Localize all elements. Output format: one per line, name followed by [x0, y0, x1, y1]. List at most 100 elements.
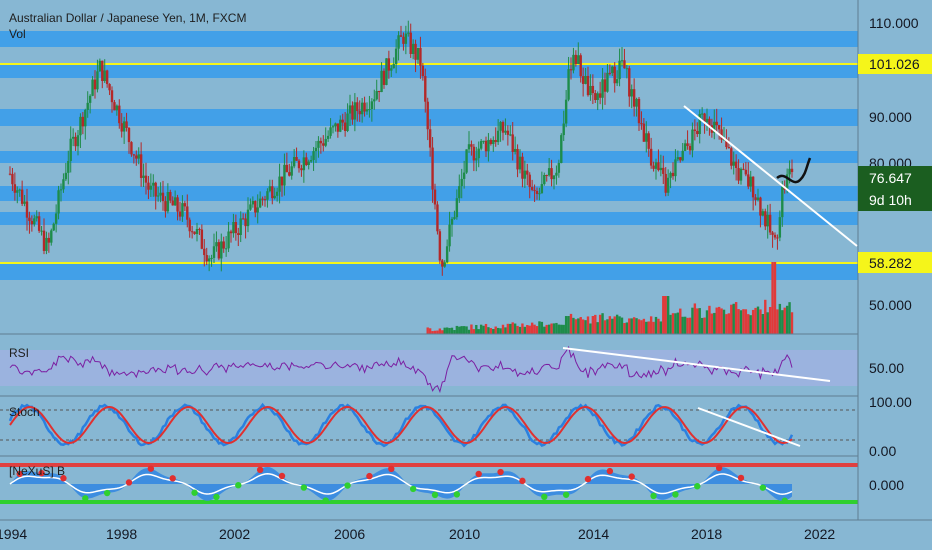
price-trendline[interactable] — [683, 105, 858, 247]
candle-body — [45, 237, 48, 251]
candle-body — [312, 151, 315, 161]
candle-body — [176, 197, 179, 212]
high-level-tag[interactable] — [858, 54, 932, 74]
volume-bar — [657, 318, 660, 334]
candle-body — [732, 161, 735, 166]
candle-body — [135, 155, 138, 159]
volume-bar — [543, 326, 546, 334]
candle-body — [737, 167, 740, 181]
candle-body — [392, 63, 395, 69]
year-tick: 2014 — [578, 526, 609, 542]
candle-body — [402, 36, 405, 44]
volume-bar — [642, 318, 646, 334]
candle-body — [555, 172, 558, 176]
nexus-lower-band — [0, 500, 858, 504]
candle-body — [387, 58, 391, 71]
volume-bar — [506, 323, 510, 334]
volume-bar — [547, 324, 551, 334]
candle-body — [76, 135, 80, 147]
candle-body — [33, 218, 36, 225]
candle-body — [254, 201, 257, 213]
time-axis[interactable]: 1994 1998 2002 2006 2010 2014 2018 2022 — [0, 526, 835, 542]
rsi-trendline[interactable] — [562, 347, 831, 382]
candle-body — [523, 170, 527, 179]
candle-body — [645, 133, 648, 142]
candle-body — [734, 161, 738, 168]
candle-body — [373, 99, 376, 102]
nexus-dot — [213, 493, 220, 501]
candle-body — [526, 170, 529, 175]
candle-body — [220, 241, 223, 259]
candle-body — [244, 218, 247, 227]
candle-body — [382, 70, 386, 85]
candle-body — [764, 211, 767, 227]
candle-body — [74, 136, 77, 147]
candle-body — [334, 123, 337, 127]
volume-bar — [465, 326, 468, 334]
nexus-dot — [715, 464, 723, 472]
candle-body — [540, 184, 544, 194]
candle-body — [50, 230, 53, 243]
candle-body — [790, 168, 794, 173]
last-price-tag[interactable] — [858, 166, 932, 211]
volume-bar — [567, 316, 570, 334]
volume-bar — [662, 296, 665, 334]
volume-bar — [620, 317, 624, 334]
candle-body — [181, 203, 184, 217]
candle-body — [317, 140, 320, 148]
candle-body — [773, 234, 777, 238]
volume-bar — [523, 326, 527, 334]
candle-body — [390, 68, 393, 71]
candle-body — [397, 35, 400, 49]
candle-body — [71, 136, 75, 139]
candle-body — [84, 109, 87, 127]
volume-bar — [564, 316, 568, 334]
candle-body — [404, 33, 408, 44]
volume-bar — [749, 315, 752, 334]
candle-body — [329, 127, 332, 136]
candle-body — [23, 201, 26, 204]
nexus-dot — [584, 475, 592, 483]
nexus-dot — [650, 492, 657, 500]
candle-body — [120, 123, 123, 132]
candle-body — [229, 231, 233, 234]
projection-squiggle — [776, 157, 812, 184]
candle-body — [725, 139, 728, 148]
candle-body — [623, 60, 626, 69]
candle-body — [28, 217, 31, 221]
candle-body — [336, 123, 340, 132]
candle-body — [749, 176, 752, 187]
candle-body — [183, 203, 187, 207]
candle-body — [543, 174, 546, 185]
volume-bar — [601, 313, 604, 334]
volume-bar — [766, 312, 769, 334]
candle-body — [249, 204, 252, 210]
candle-body — [518, 156, 522, 170]
candle-body — [93, 79, 97, 90]
candle-body — [669, 172, 672, 178]
nexus-dot — [366, 472, 373, 480]
volume-bar — [450, 327, 454, 334]
candle-body — [654, 162, 658, 169]
volume-bar — [764, 299, 767, 334]
candle-body — [781, 186, 784, 218]
candle-body — [96, 71, 99, 90]
volume-bar — [499, 328, 502, 334]
volume-bar — [625, 322, 629, 334]
volume-bar — [703, 317, 706, 334]
nexus-dot — [322, 497, 329, 504]
candle-body — [530, 187, 534, 190]
candle-body — [69, 138, 72, 161]
low-level-tag[interactable] — [858, 252, 932, 273]
price-scale[interactable] — [858, 0, 932, 550]
volume-bar — [479, 324, 483, 334]
volume-bar — [705, 310, 709, 334]
stoch-trendline[interactable] — [697, 407, 801, 447]
candle-body — [589, 85, 592, 96]
candle-body — [428, 129, 432, 148]
candle-body — [484, 140, 488, 152]
candle-body — [632, 89, 636, 107]
volume-bar — [693, 303, 697, 334]
volume-bar — [484, 323, 488, 334]
